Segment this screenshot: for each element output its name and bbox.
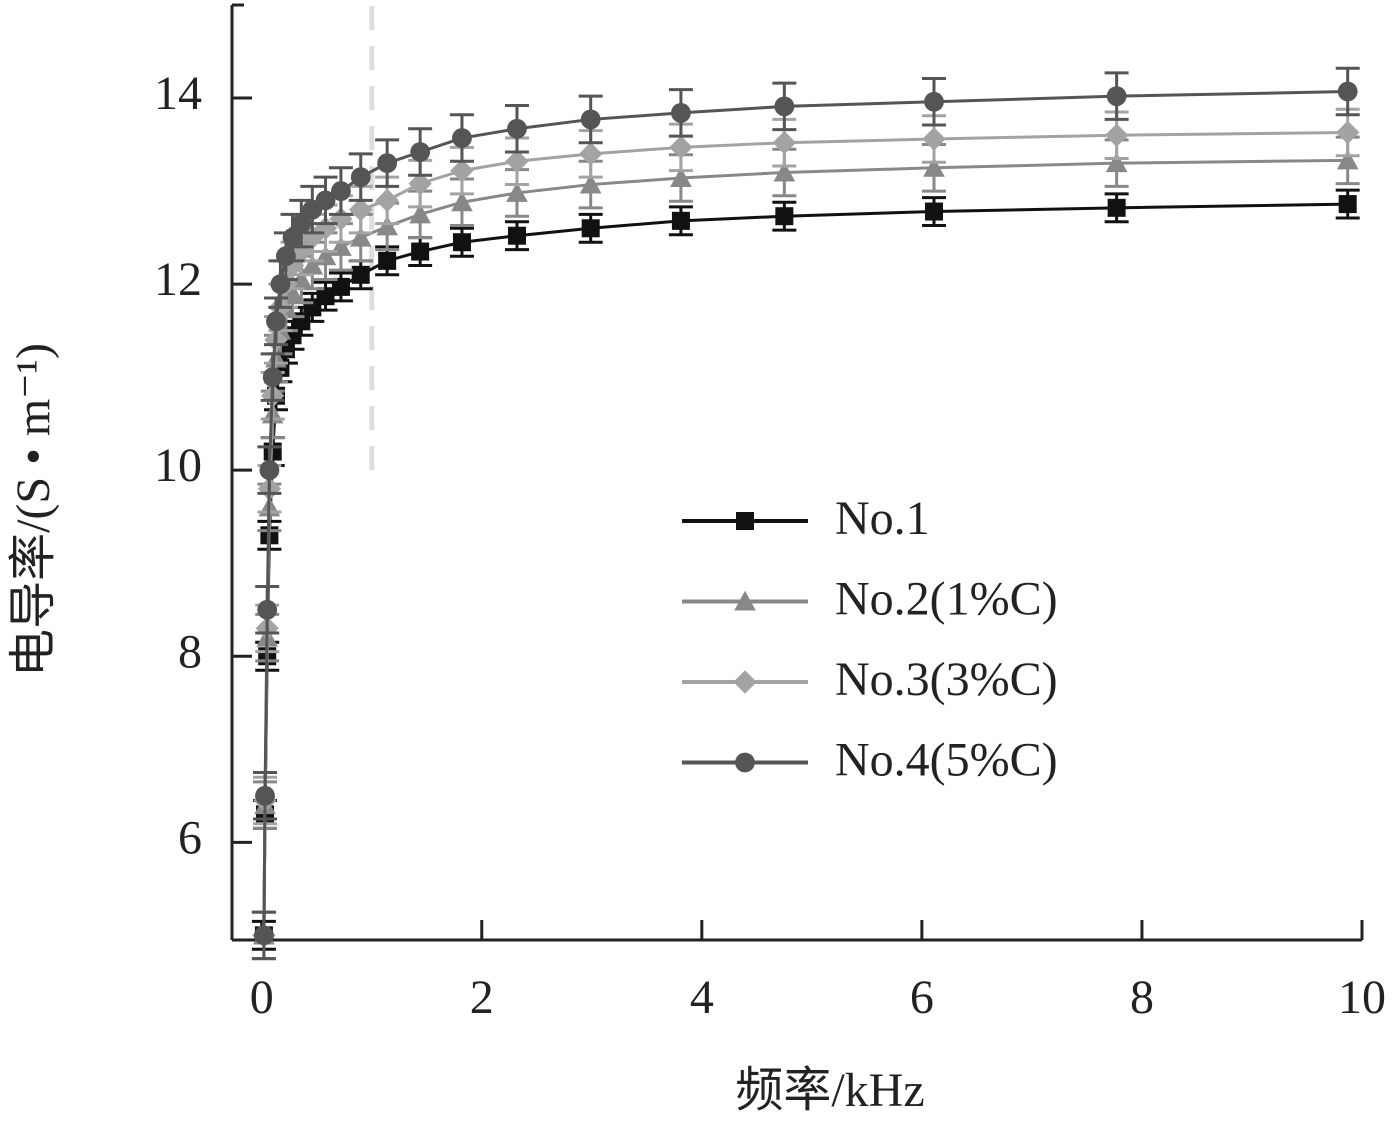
marker (1336, 149, 1359, 170)
x-tick-label: 2 (470, 971, 494, 1024)
marker (254, 925, 274, 946)
marker (255, 785, 275, 806)
marker (375, 188, 399, 213)
marker (1335, 120, 1360, 145)
legend-label: No.4(5%C) (835, 734, 1058, 787)
series-line (262, 202, 1348, 936)
marker (409, 203, 431, 224)
marker (410, 142, 431, 162)
marker (350, 167, 371, 188)
y-tick-label: 6 (178, 811, 202, 864)
marker (775, 207, 794, 226)
marker (351, 265, 370, 284)
marker (262, 367, 283, 388)
y-tick-label: 14 (154, 67, 202, 120)
marker (291, 213, 312, 234)
legend-label: No.3(3%C) (835, 653, 1058, 706)
marker (670, 167, 692, 188)
marker (669, 135, 693, 160)
marker (377, 153, 398, 174)
marker (315, 190, 336, 211)
x-tick-label: 8 (1130, 971, 1154, 1024)
marker (671, 211, 690, 230)
marker (266, 311, 286, 332)
marker (257, 599, 278, 620)
x-axis-label: 频率/kHz (735, 1064, 924, 1117)
marker (507, 226, 526, 245)
marker (408, 171, 432, 196)
marker (411, 242, 430, 261)
marker (581, 219, 600, 238)
marker (450, 158, 474, 183)
marker (773, 161, 796, 182)
marker (774, 96, 795, 117)
legend-label: No.2(1%C) (835, 573, 1058, 626)
marker (1338, 195, 1357, 214)
x-tick-label: 10 (1338, 971, 1386, 1024)
marker (922, 127, 946, 151)
marker (1105, 152, 1128, 173)
marker (579, 173, 602, 194)
x-tick-label: 0 (250, 971, 274, 1024)
legend-marker (734, 590, 756, 611)
x-tick-label: 6 (910, 971, 934, 1024)
marker (301, 254, 324, 275)
marker (331, 277, 350, 296)
series-line (262, 158, 1348, 936)
marker (259, 460, 280, 481)
marker (331, 181, 351, 201)
legend-label: No.1 (835, 492, 930, 545)
marker (924, 91, 944, 112)
marker (505, 149, 529, 173)
marker (349, 226, 372, 247)
marker (452, 128, 472, 148)
marker (376, 215, 398, 236)
marker (580, 109, 601, 130)
marker (1107, 198, 1126, 217)
marker (506, 182, 528, 202)
marker (772, 130, 797, 155)
legend-marker (736, 512, 754, 530)
y-axis-label: 电导率/(S • m⁻¹) (7, 343, 60, 677)
marker (378, 251, 397, 270)
marker (1104, 123, 1129, 147)
marker (924, 202, 943, 221)
x-tick-label: 4 (690, 971, 714, 1024)
marker (923, 157, 945, 177)
legend-marker (735, 752, 755, 773)
marker (349, 197, 373, 222)
marker (671, 103, 691, 123)
marker (507, 118, 527, 139)
marker (578, 142, 603, 166)
marker (452, 233, 471, 252)
marker (1106, 86, 1127, 107)
y-tick-label: 8 (178, 625, 202, 678)
y-tick-label: 12 (154, 253, 202, 306)
marker (451, 191, 473, 212)
marker (1337, 81, 1358, 102)
legend-marker (733, 670, 757, 694)
y-tick-label: 10 (154, 439, 202, 492)
